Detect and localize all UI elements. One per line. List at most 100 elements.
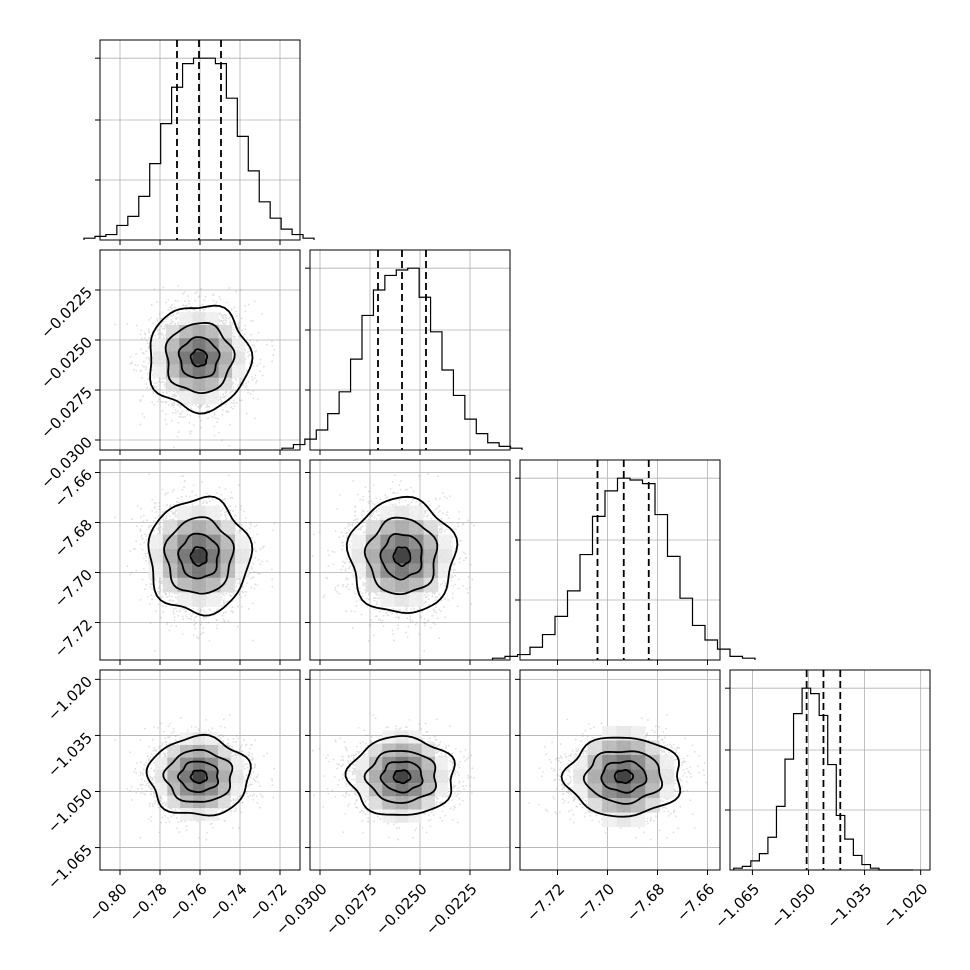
scatter-point: [271, 578, 274, 581]
scatter-point: [199, 304, 201, 307]
scatter-point: [194, 299, 197, 302]
scatter-point: [224, 316, 227, 319]
scatter-point: [242, 385, 245, 387]
scatter-point: [222, 319, 224, 322]
tick-label-y-1-3: −0.0225: [37, 283, 96, 342]
scatter-point: [205, 406, 208, 409]
scatter-point: [182, 618, 185, 621]
scatter-point: [163, 320, 165, 323]
scatter-point: [126, 322, 128, 325]
scatter-point: [161, 409, 164, 412]
scatter-point: [222, 599, 225, 602]
scatter-point: [248, 353, 251, 356]
scatter-point: [224, 488, 227, 490]
scatter-point: [153, 505, 156, 508]
scatter-point: [147, 378, 150, 380]
scatter-point: [225, 403, 227, 406]
scatter-point: [271, 344, 274, 347]
scatter-point: [188, 302, 191, 305]
scatter-point: [171, 490, 174, 493]
scatter-point: [187, 295, 190, 297]
scatter-point: [154, 507, 156, 510]
scatter-point: [235, 290, 238, 293]
scatter-point: [256, 340, 259, 342]
scatter-point: [185, 309, 188, 311]
scatter-point: [197, 637, 200, 640]
scatter-point: [171, 303, 174, 306]
scatter-point: [273, 522, 276, 525]
scatter-point: [164, 377, 167, 380]
scatter-point: [220, 604, 223, 607]
scatter-point: [208, 500, 211, 503]
scatter-point: [162, 336, 165, 339]
scatter-point: [188, 430, 191, 433]
scatter-point: [158, 332, 161, 335]
scatter-point: [158, 328, 161, 331]
scatter-point: [261, 560, 263, 563]
scatter-point: [271, 360, 274, 363]
scatter-point: [253, 300, 256, 303]
scatter-point: [164, 419, 167, 421]
scatter-point: [151, 401, 154, 404]
scatter-point: [214, 416, 217, 419]
scatter-point: [242, 585, 244, 588]
scatter-point: [177, 431, 180, 433]
scatter-point: [252, 320, 255, 323]
scatter-point: [152, 404, 155, 406]
scatter-point: [224, 514, 227, 516]
scatter-point: [150, 578, 153, 581]
scatter-point: [170, 314, 173, 317]
scatter-point: [161, 377, 164, 380]
scatter-point: [168, 599, 171, 602]
scatter-point: [192, 612, 194, 615]
scatter-point: [233, 306, 236, 309]
scatter-point: [234, 505, 237, 508]
scatter-point: [145, 383, 148, 385]
scatter-point: [139, 333, 142, 336]
scatter-point: [253, 571, 256, 573]
scatter-point: [140, 329, 143, 332]
scatter-point: [218, 313, 221, 315]
scatter-point: [135, 353, 137, 355]
scatter-point: [183, 290, 186, 293]
scatter-point: [257, 331, 260, 334]
scatter-point: [236, 323, 239, 326]
scatter-point: [232, 407, 234, 410]
scatter-point: [153, 288, 156, 291]
scatter-point: [179, 412, 181, 415]
scatter-point: [170, 322, 173, 325]
scatter-point: [244, 324, 247, 327]
scatter-point: [145, 357, 148, 360]
scatter-point: [225, 321, 227, 324]
scatter-point: [221, 316, 224, 319]
scatter-point: [158, 377, 161, 380]
scatter-point: [148, 473, 151, 475]
scatter-point: [223, 395, 226, 398]
scatter-point: [243, 333, 246, 336]
scatter-point: [191, 404, 194, 407]
scatter-point: [192, 634, 195, 637]
tick-label-y-1-2: −0.0250: [37, 333, 96, 392]
scatter-point: [136, 364, 139, 367]
scatter-point: [173, 592, 176, 594]
scatter-point: [233, 592, 235, 595]
scatter-point: [224, 319, 227, 322]
scatter-point: [197, 296, 200, 298]
scatter-point: [222, 408, 224, 411]
scatter-point: [178, 610, 181, 613]
scatter-point: [181, 633, 184, 635]
scatter-point: [273, 348, 276, 351]
density-cell: [192, 351, 206, 365]
scatter-point: [158, 380, 160, 383]
scatter-point: [223, 396, 226, 399]
scatter-point: [203, 617, 206, 620]
scatter-point: [163, 327, 166, 330]
scatter-point: [228, 445, 231, 447]
scatter-point: [176, 300, 179, 303]
scatter-point: [245, 412, 248, 415]
scatter-point: [252, 361, 255, 364]
scatter-point: [179, 412, 182, 415]
scatter-point: [200, 419, 202, 422]
scatter-point: [254, 417, 256, 420]
